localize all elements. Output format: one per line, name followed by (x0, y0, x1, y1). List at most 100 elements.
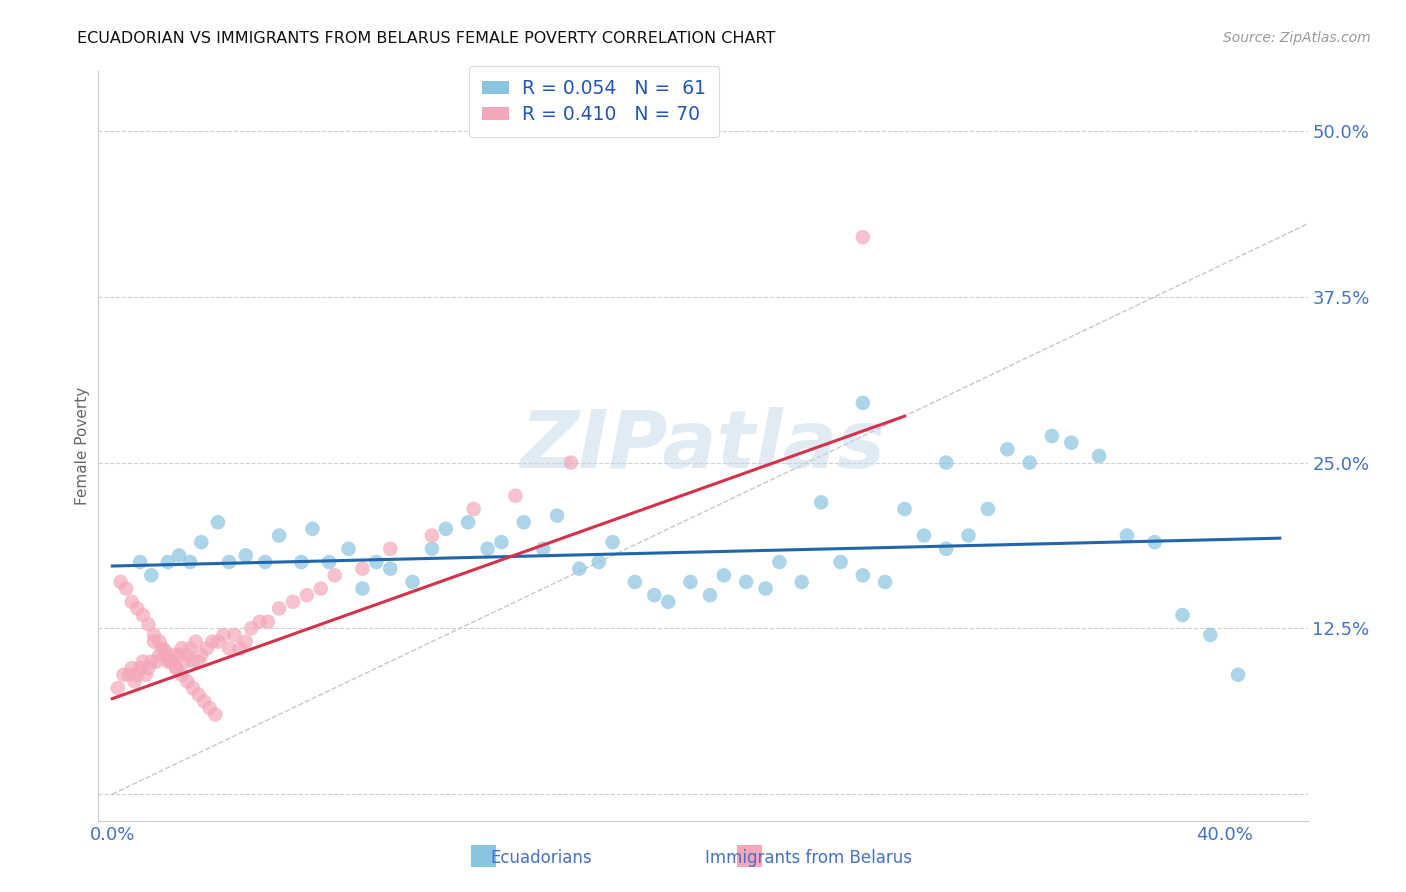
Point (323, 568, 346, 582)
Point (129, 661, 152, 675)
Point (156, 555, 179, 569)
Point (254, 555, 277, 569)
Point (138, 617, 160, 632)
Text: Source: ZipAtlas.com: Source: ZipAtlas.com (1223, 31, 1371, 45)
Point (121, 595, 143, 609)
Point (754, 582, 776, 596)
Point (249, 615, 271, 629)
Point (153, 648, 176, 662)
Point (380, 562, 402, 576)
Point (477, 541, 499, 556)
Point (190, 648, 212, 662)
Point (207, 634, 229, 648)
Point (977, 502, 1000, 516)
Text: ECUADORIAN VS IMMIGRANTS FROM BELARUS FEMALE POVERTY CORRELATION CHART: ECUADORIAN VS IMMIGRANTS FROM BELARUS FE… (77, 31, 776, 46)
Point (135, 667, 157, 681)
Point (204, 707, 226, 722)
Point (1088, 449, 1111, 463)
Point (257, 615, 280, 629)
Bar (737, 845, 762, 867)
Point (118, 667, 141, 681)
Point (165, 661, 187, 675)
Point (512, 515, 534, 529)
Point (159, 655, 181, 669)
Point (173, 655, 195, 669)
Point (935, 456, 957, 470)
Point (457, 515, 479, 529)
Point (115, 582, 138, 596)
Point (873, 574, 896, 589)
Text: Immigrants from Belarus: Immigrants from Belarus (704, 849, 912, 867)
Point (165, 661, 187, 675)
Point (699, 588, 721, 602)
Point (1040, 429, 1063, 443)
Point (790, 574, 813, 589)
Point (505, 489, 527, 503)
Point (380, 541, 402, 556)
Point (1227, 667, 1250, 681)
Point (602, 535, 624, 549)
Point (148, 648, 170, 662)
Point (201, 634, 224, 648)
Point (713, 568, 735, 582)
Point (193, 694, 215, 708)
Point (768, 555, 790, 569)
Point (167, 549, 190, 563)
Point (588, 555, 610, 569)
Point (156, 655, 179, 669)
Point (129, 555, 152, 569)
Point (281, 595, 304, 609)
Point (810, 495, 832, 509)
Point (531, 541, 554, 556)
Point (170, 641, 193, 656)
Point (176, 648, 198, 662)
Point (420, 541, 443, 556)
Point (366, 555, 388, 569)
Point (143, 634, 166, 648)
Point (995, 442, 1018, 457)
Point (434, 522, 457, 536)
Point (121, 661, 143, 675)
Point (162, 648, 184, 662)
Point (352, 562, 374, 576)
Point (148, 634, 170, 648)
Point (218, 641, 240, 656)
Point (935, 541, 957, 556)
Point (301, 522, 323, 536)
Point (153, 644, 176, 658)
Point (170, 667, 193, 681)
Point (224, 628, 246, 642)
Point (1115, 528, 1137, 542)
Point (198, 701, 221, 715)
Point (179, 555, 201, 569)
Legend: R = 0.054   N =  61, R = 0.410   N = 70: R = 0.054 N = 61, R = 0.410 N = 70 (470, 66, 718, 137)
Point (235, 549, 257, 563)
Point (138, 661, 160, 675)
Point (643, 588, 665, 602)
Point (187, 688, 209, 702)
Point (187, 655, 209, 669)
Point (1171, 608, 1194, 623)
Point (560, 456, 582, 470)
Point (352, 582, 374, 596)
Point (195, 641, 218, 656)
Point (893, 502, 915, 516)
Point (269, 601, 291, 615)
Point (207, 515, 229, 529)
Point (167, 648, 190, 662)
Point (290, 555, 312, 569)
Point (318, 555, 340, 569)
Point (218, 555, 240, 569)
Point (212, 628, 235, 642)
Point (679, 574, 702, 589)
Point (1018, 456, 1040, 470)
Point (624, 574, 647, 589)
Point (852, 568, 875, 582)
Point (957, 528, 980, 542)
Point (150, 641, 173, 656)
Point (912, 528, 935, 542)
Point (1143, 535, 1166, 549)
Point (852, 230, 875, 244)
Point (735, 574, 758, 589)
Point (181, 681, 204, 695)
